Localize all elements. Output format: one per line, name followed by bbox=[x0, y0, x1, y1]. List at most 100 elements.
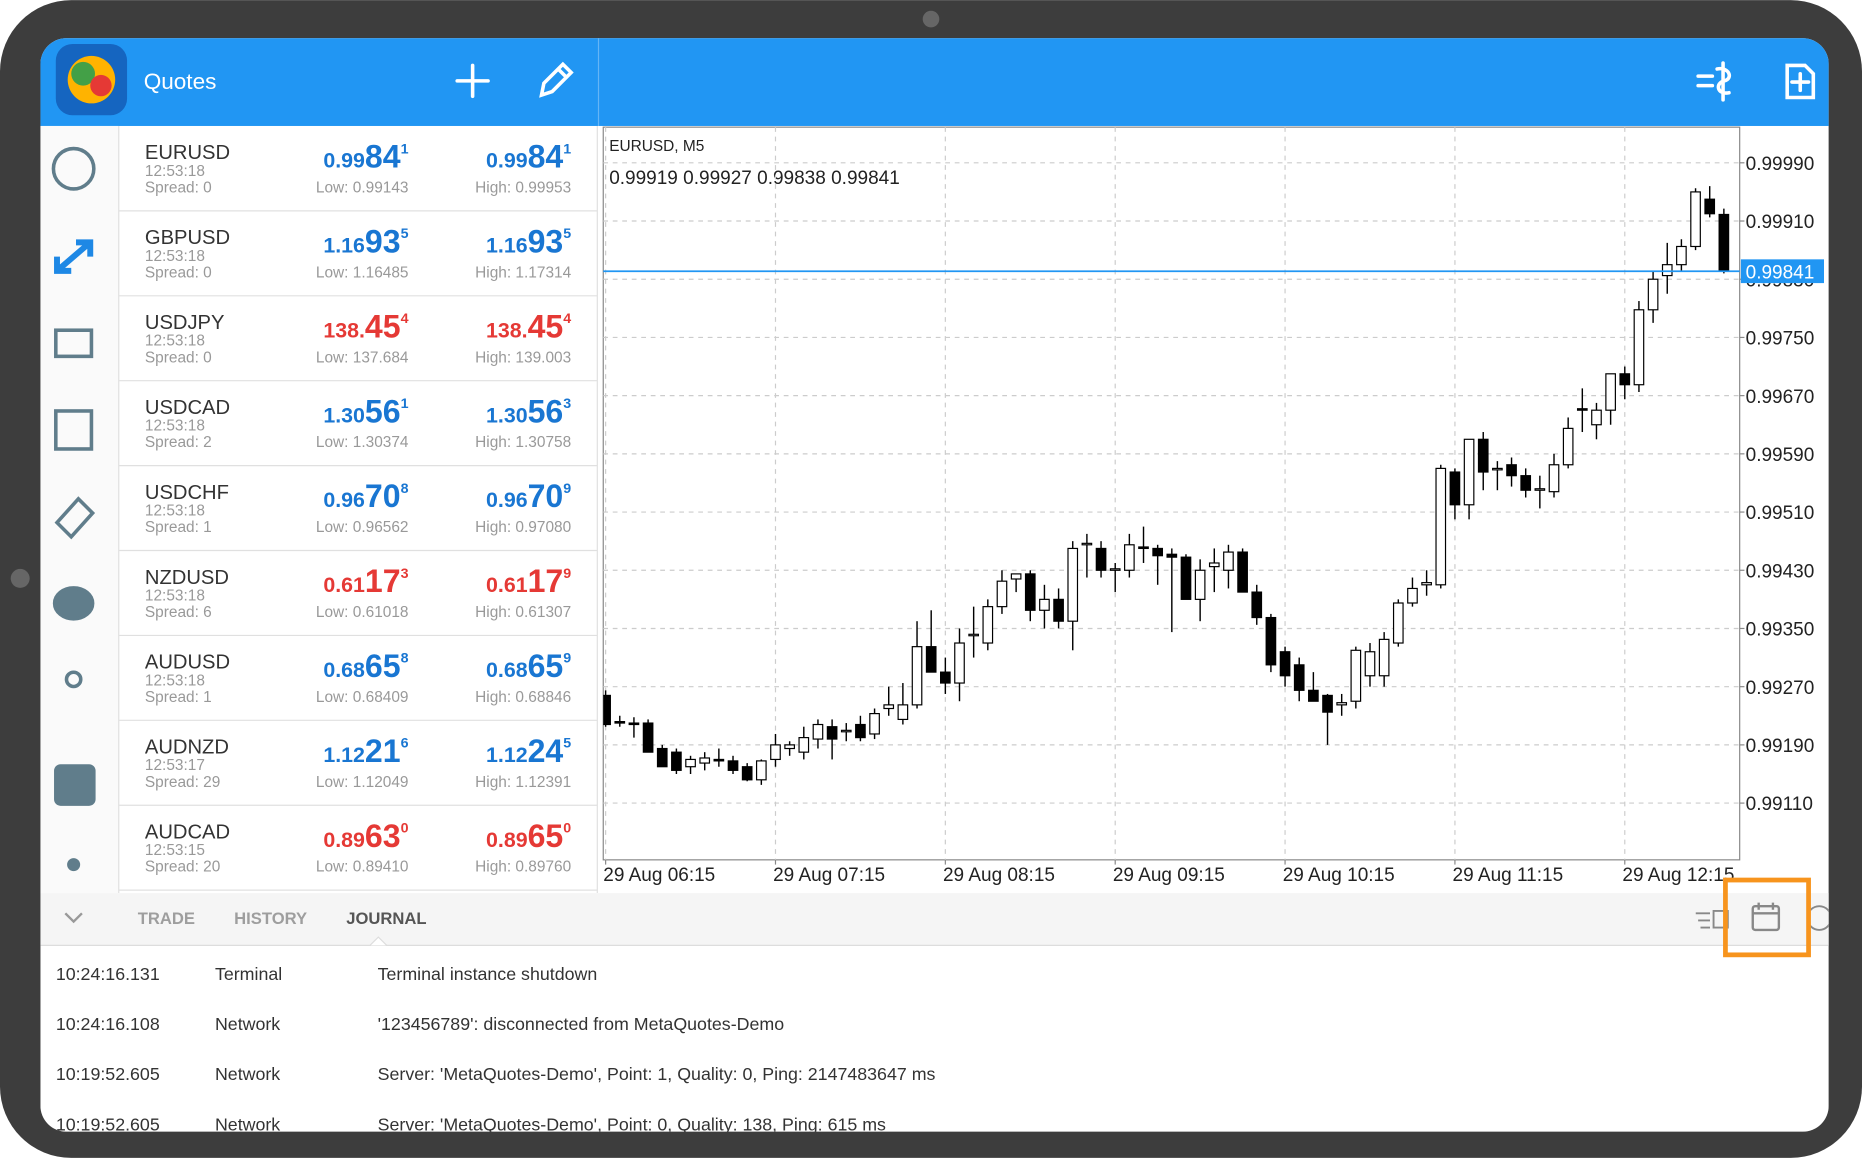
candle-body bbox=[1293, 664, 1305, 691]
tab[interactable]: JOURNAL bbox=[346, 909, 426, 928]
nav-chat[interactable] bbox=[52, 586, 95, 621]
candle-body bbox=[1619, 373, 1631, 386]
x-tick-label: 29 Aug 08:15 bbox=[943, 865, 1055, 886]
bid-main: 0.61 bbox=[323, 573, 365, 597]
bid-pips: 21 bbox=[365, 733, 401, 769]
quote-time: 12:53:17 bbox=[145, 757, 205, 774]
low-label: Low: 1.30374 bbox=[316, 434, 409, 451]
candle-body bbox=[1718, 213, 1730, 272]
candle-body bbox=[1251, 591, 1263, 619]
candle-body bbox=[1039, 598, 1050, 611]
candle-body bbox=[1237, 551, 1248, 593]
nav-account[interactable] bbox=[51, 146, 96, 191]
log-time: 10:19:52.605 bbox=[56, 1114, 160, 1134]
tab-indicator bbox=[369, 936, 388, 946]
nav-news[interactable] bbox=[54, 409, 94, 451]
currency-button[interactable] bbox=[1696, 61, 1732, 102]
candle-body bbox=[1421, 582, 1432, 586]
ask-pips: 45 bbox=[528, 308, 564, 344]
symbol: AUDUSD bbox=[145, 652, 230, 674]
ask-pips: 24 bbox=[528, 733, 564, 769]
nav-signals[interactable] bbox=[67, 858, 81, 872]
ask-main: 0.89 bbox=[486, 828, 528, 852]
new-order-button[interactable] bbox=[1785, 63, 1816, 100]
ask-point: 9 bbox=[563, 651, 571, 667]
candle-body bbox=[1562, 427, 1574, 466]
ohlc-high: 0.99927 bbox=[683, 168, 752, 189]
ask-price: 1.16935 bbox=[486, 223, 571, 259]
candle-body bbox=[1534, 488, 1546, 491]
candle-body bbox=[1647, 278, 1659, 311]
candle-body bbox=[699, 757, 711, 764]
y-tick-label: 0.99430 bbox=[1746, 561, 1815, 582]
candle-body bbox=[968, 633, 979, 637]
candle-body bbox=[911, 646, 923, 706]
collapse-button[interactable] bbox=[64, 912, 83, 924]
candle-body bbox=[1053, 598, 1064, 622]
filter-button[interactable] bbox=[1695, 909, 1729, 929]
log-time: 10:24:16.108 bbox=[56, 1014, 160, 1034]
ask-main: 0.68 bbox=[486, 658, 528, 682]
nav-calendar[interactable] bbox=[54, 496, 96, 540]
low-label: Low: 0.89410 bbox=[316, 859, 409, 876]
candle-body bbox=[1322, 694, 1333, 713]
candle-body bbox=[1223, 551, 1234, 571]
candle-body bbox=[925, 646, 937, 673]
plot-area bbox=[602, 126, 1741, 861]
x-tick-label: 29 Aug 10:15 bbox=[1283, 865, 1395, 886]
spread: Spread: 6 bbox=[145, 604, 212, 621]
high-label: High: 1.17314 bbox=[475, 264, 571, 281]
candle-body bbox=[982, 606, 994, 644]
calendar-button[interactable] bbox=[1751, 902, 1781, 932]
log-message: '123456789': disconnected from MetaQuote… bbox=[378, 1014, 785, 1034]
symbol: AUDCAD bbox=[145, 821, 230, 843]
bid-pips: 84 bbox=[365, 139, 401, 175]
spread: Spread: 2 bbox=[145, 434, 212, 451]
candle-body bbox=[1704, 198, 1716, 215]
candle-body bbox=[1138, 546, 1149, 550]
ask-price: 0.61179 bbox=[486, 563, 571, 599]
tab[interactable]: HISTORY bbox=[234, 909, 307, 928]
ask-pips: 93 bbox=[528, 223, 564, 259]
low-label: Low: 0.61018 bbox=[316, 604, 409, 621]
candle-body bbox=[1378, 638, 1390, 677]
symbol: AUDNZD bbox=[145, 737, 229, 759]
bid-point: 0 bbox=[401, 821, 409, 837]
candle-body bbox=[996, 580, 1008, 608]
bid-price: 1.30561 bbox=[323, 393, 408, 429]
nav-community[interactable] bbox=[64, 670, 83, 689]
bid-price: 0.96708 bbox=[323, 478, 408, 514]
spread: Spread: 29 bbox=[145, 774, 220, 791]
candle-body bbox=[1208, 562, 1220, 568]
nav-market[interactable] bbox=[54, 764, 96, 806]
ask-point: 4 bbox=[563, 311, 571, 327]
y-tick-label: 0.99110 bbox=[1746, 794, 1813, 815]
candle-body bbox=[883, 704, 895, 710]
bid-pips: 56 bbox=[365, 393, 401, 429]
candle-body bbox=[1435, 467, 1447, 586]
quote-time: 12:53:18 bbox=[145, 248, 205, 265]
candle-body bbox=[727, 760, 739, 771]
tab[interactable]: TRADE bbox=[138, 909, 195, 928]
high-label: High: 0.97080 bbox=[475, 519, 571, 536]
log-message: Terminal instance shutdown bbox=[378, 964, 598, 984]
add-button[interactable] bbox=[455, 63, 490, 99]
app-logo[interactable] bbox=[55, 44, 128, 116]
ask-main: 0.96 bbox=[486, 488, 528, 512]
low-label: Low: 0.96562 bbox=[316, 519, 409, 536]
spread: Spread: 1 bbox=[145, 519, 212, 536]
candle-body bbox=[954, 642, 965, 684]
nav-mail[interactable] bbox=[54, 328, 94, 359]
edit-button[interactable] bbox=[539, 61, 574, 98]
nav-trade[interactable] bbox=[54, 239, 94, 274]
candle-body bbox=[940, 671, 951, 684]
